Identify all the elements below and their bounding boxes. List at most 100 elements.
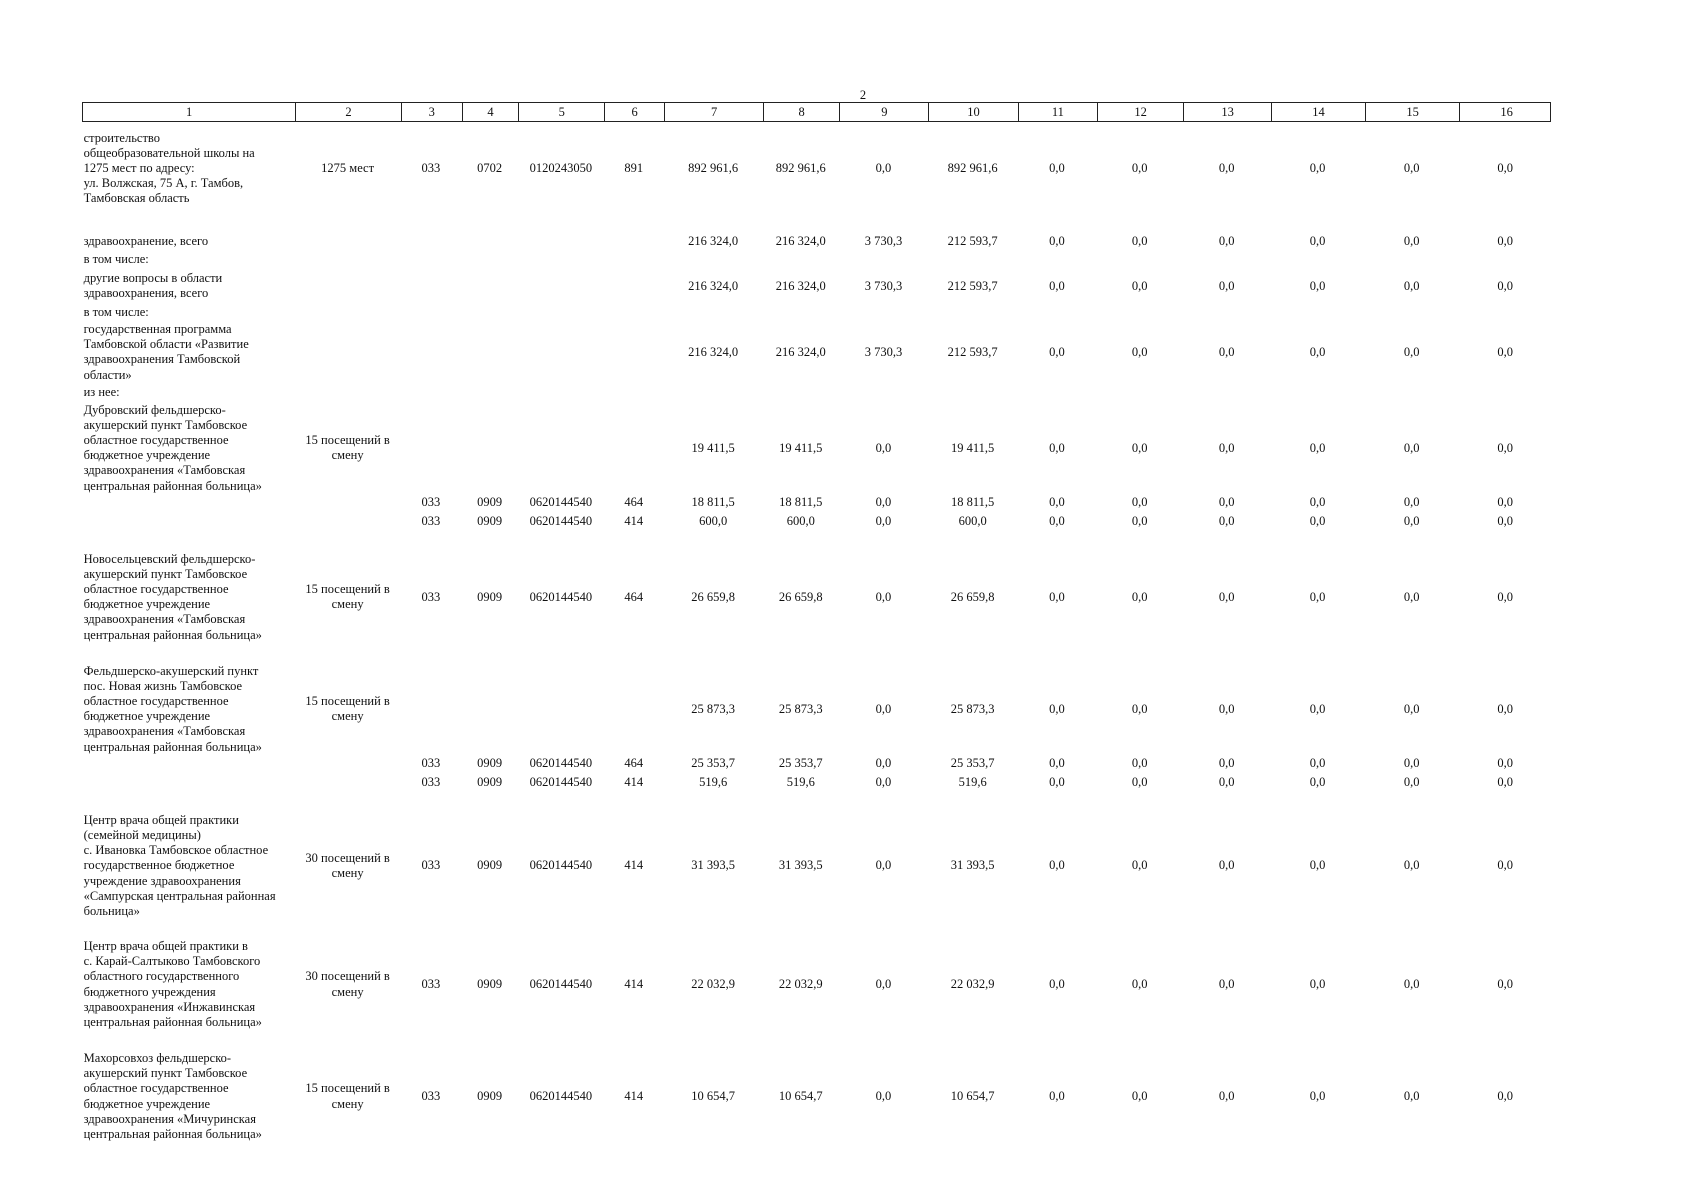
cell: 0,0 [1497, 344, 1514, 359]
cell: 0,0 [875, 589, 892, 604]
cell: 033 [421, 774, 441, 789]
cell: 0620144540 [529, 977, 593, 992]
cell: 0,0 [1309, 589, 1326, 604]
cell: 0,0 [1309, 440, 1326, 455]
cell: 0,0 [1403, 977, 1420, 992]
cell: 0909 [477, 589, 503, 604]
cell: 0620144540 [529, 774, 593, 789]
cell: 0,0 [1049, 495, 1065, 510]
cell: 0,0 [1049, 589, 1065, 604]
row-label: Фельдшерско-акушерский пункт пос. Новая … [83, 663, 262, 754]
cell: 0,0 [1218, 161, 1235, 176]
cell: 0,0 [1403, 495, 1420, 510]
cell: 0,0 [1218, 440, 1235, 455]
cell: 0,0 [1218, 495, 1235, 510]
cell: 0,0 [875, 701, 892, 716]
cell: 0,0 [1497, 495, 1514, 510]
cell: 0,0 [1309, 513, 1326, 528]
cell: 0,0 [875, 977, 892, 992]
cell: 0,0 [1218, 701, 1235, 716]
cell: 0,0 [1403, 278, 1420, 293]
cell: 0,0 [1131, 161, 1148, 176]
cell: 0620144540 [529, 495, 593, 510]
cell: 519,6 [699, 774, 728, 789]
cell: 033 [421, 513, 441, 528]
cell: 0,0 [1309, 774, 1326, 789]
cell: 18 811,5 [951, 495, 995, 510]
header-cell: 10 [929, 103, 1019, 121]
cell: 216 324,0 [775, 233, 826, 248]
cell: 0,0 [1218, 858, 1235, 873]
header-cell: 1 [83, 103, 297, 121]
cell: 0,0 [1309, 233, 1326, 248]
cell: 0,0 [1403, 161, 1420, 176]
cell: 0,0 [1049, 701, 1065, 716]
cell: 0,0 [1218, 774, 1235, 789]
cell: 0,0 [1497, 513, 1514, 528]
cell: 31 393,5 [778, 858, 823, 873]
cell: 0,0 [1309, 977, 1326, 992]
cell: 891 [624, 161, 644, 176]
cell: 0,0 [1218, 233, 1235, 248]
cell: 0,0 [1131, 701, 1148, 716]
cell: 519,6 [958, 774, 987, 789]
cell: 0,0 [1049, 233, 1065, 248]
cell: 1275 мест [321, 161, 375, 176]
cell: 0,0 [1131, 278, 1148, 293]
cell: 0,0 [1218, 1089, 1235, 1104]
cell: 0909 [477, 495, 503, 510]
header-cell: 8 [764, 103, 841, 121]
cell: 0,0 [1497, 440, 1514, 455]
cell: 0620144540 [529, 756, 593, 771]
cell: 0,0 [1403, 701, 1420, 716]
cell: 30 посещений в смену [305, 850, 390, 881]
cell: 0,0 [1497, 233, 1514, 248]
cell: 0,0 [1309, 344, 1326, 359]
cell: 3 730,3 [864, 278, 903, 293]
cell: 0909 [477, 513, 503, 528]
cell: 600,0 [699, 513, 728, 528]
cell: 0,0 [1309, 701, 1326, 716]
cell: 216 324,0 [775, 278, 826, 293]
cell: 0,0 [1131, 233, 1148, 248]
cell: 0,0 [1131, 858, 1148, 873]
cell: 22 032,9 [778, 977, 823, 992]
cell: 19 411,5 [951, 440, 995, 455]
cell: 414 [624, 774, 644, 789]
row-label: другие вопросы в области здравоохранения… [83, 270, 223, 301]
header-cell: 15 [1366, 103, 1461, 121]
row-label: Махорсовхоз фельдшерско- акушерский пунк… [83, 1051, 262, 1142]
cell: 25 353,7 [950, 756, 995, 771]
cell: 0,0 [1131, 589, 1148, 604]
header-cell: 7 [665, 103, 765, 121]
cell: 0,0 [1309, 1089, 1326, 1104]
cell: 414 [624, 977, 644, 992]
cell: 0,0 [1049, 278, 1065, 293]
cell: 600,0 [786, 513, 815, 528]
cell: 22 032,9 [691, 977, 736, 992]
cell: 0,0 [1218, 513, 1235, 528]
cell: 0,0 [1403, 440, 1420, 455]
cell: 10 654,7 [691, 1089, 736, 1104]
cell: 033 [421, 756, 441, 771]
cell: 0,0 [1131, 513, 1148, 528]
cell: 0,0 [1309, 756, 1326, 771]
cell: 0,0 [1497, 774, 1514, 789]
cell: 414 [624, 513, 644, 528]
header-cell: 4 [463, 103, 520, 121]
header-cell: 13 [1184, 103, 1273, 121]
cell: 0,0 [1403, 589, 1420, 604]
cell: 0,0 [1131, 774, 1148, 789]
cell: 033 [421, 977, 441, 992]
cell: 0,0 [1403, 774, 1420, 789]
cell: 26 659,8 [691, 589, 736, 604]
cell: 033 [421, 495, 441, 510]
cell: 0,0 [1218, 756, 1235, 771]
row-label: строительство общеобразовательной школы … [83, 130, 255, 206]
cell: 0,0 [1131, 977, 1148, 992]
cell: 0620144540 [529, 513, 593, 528]
cell: 0,0 [1497, 589, 1514, 604]
header-cell: 2 [296, 103, 402, 121]
header-cell: 6 [605, 103, 666, 121]
cell: 25 353,7 [778, 756, 823, 771]
